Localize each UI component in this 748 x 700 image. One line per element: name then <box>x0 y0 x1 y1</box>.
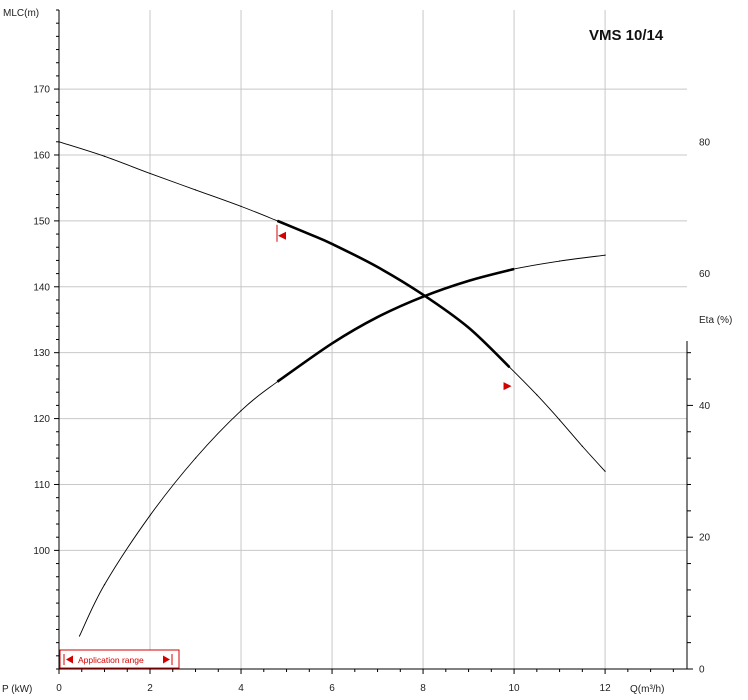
end-marker-arrow-icon <box>503 382 512 391</box>
head-point <box>103 155 106 157</box>
head-point <box>149 172 151 175</box>
bottom-tick-label: 2 <box>147 683 153 694</box>
head-curve-operating-range <box>276 219 511 369</box>
efficiency-point <box>240 410 242 412</box>
head-point <box>581 445 583 447</box>
curves <box>58 141 606 637</box>
y-axis-label-left: MLC(m) <box>3 8 39 19</box>
efficiency-point <box>558 260 561 262</box>
head-point <box>240 205 242 207</box>
efficiency-curve-operating-range <box>276 267 515 383</box>
application-range-markers <box>276 224 512 391</box>
chart-title: VMS 10/14 <box>589 27 664 44</box>
right-tick-label: 80 <box>699 137 711 148</box>
bottom-tick-label: 0 <box>56 683 62 694</box>
left-tick-label: 150 <box>33 216 50 227</box>
left-tick-label: 130 <box>33 348 50 359</box>
bottom-tick-label: 6 <box>329 683 335 694</box>
application-range-legend: Application range <box>59 649 180 669</box>
left-tick-label: 110 <box>34 480 50 491</box>
grid <box>58 10 687 669</box>
bottom-tick-label: 4 <box>238 683 244 694</box>
head-point <box>194 189 197 191</box>
left-tick-label: 160 <box>33 150 50 161</box>
efficiency-point <box>467 280 470 282</box>
left-tick-label: 100 <box>33 546 50 557</box>
efficiency-point <box>376 316 379 318</box>
ticks: 100 110 120 130 140 150 160 170 0 20 40 60 80 0 2 4 6 8 10… <box>33 9 711 694</box>
bottom-tick-label: 8 <box>420 683 426 694</box>
head-point <box>276 220 279 222</box>
left-tick-label: 120 <box>33 414 50 425</box>
head-point <box>536 394 538 396</box>
head-point <box>308 233 310 235</box>
head-point <box>558 419 561 421</box>
x-axis-label: Q(m³/h) <box>630 684 664 695</box>
efficiency-curve <box>79 254 606 637</box>
efficiency-point <box>422 296 424 298</box>
head-point <box>604 470 606 472</box>
left-tick-label: 140 <box>33 282 50 293</box>
efficiency-point <box>78 635 81 637</box>
application-range-label: Application range <box>78 655 144 665</box>
efficiency-point <box>276 381 279 383</box>
application-range-box <box>59 649 180 669</box>
right-tick-label: 20 <box>699 533 711 544</box>
axes <box>58 10 688 670</box>
head-point <box>331 243 333 245</box>
power-axis-label: P (kW) <box>2 684 32 695</box>
bottom-tick-label: 12 <box>600 683 612 694</box>
head-point <box>58 141 60 143</box>
bottom-tick-label: 10 <box>509 683 521 694</box>
head-point <box>508 366 511 368</box>
efficiency-point <box>513 268 515 270</box>
efficiency-point <box>149 514 151 517</box>
right-tick-label: 40 <box>699 401 711 412</box>
left-tick-label: 170 <box>33 85 50 96</box>
efficiency-point <box>604 254 606 256</box>
start-marker-arrow-icon <box>277 231 286 240</box>
efficiency-point <box>331 342 333 345</box>
efficiency-point <box>194 457 197 459</box>
head-point <box>376 266 379 268</box>
efficiency-point <box>103 584 106 586</box>
application-range-right-arrow-icon <box>163 655 170 664</box>
application-range-left-arrow-icon <box>66 655 73 664</box>
right-tick-label: 60 <box>699 269 711 280</box>
head-point <box>422 294 424 296</box>
right-tick-label: 0 <box>699 665 705 676</box>
y-axis-label-right: Eta (%) <box>699 315 732 326</box>
head-point <box>467 327 470 329</box>
